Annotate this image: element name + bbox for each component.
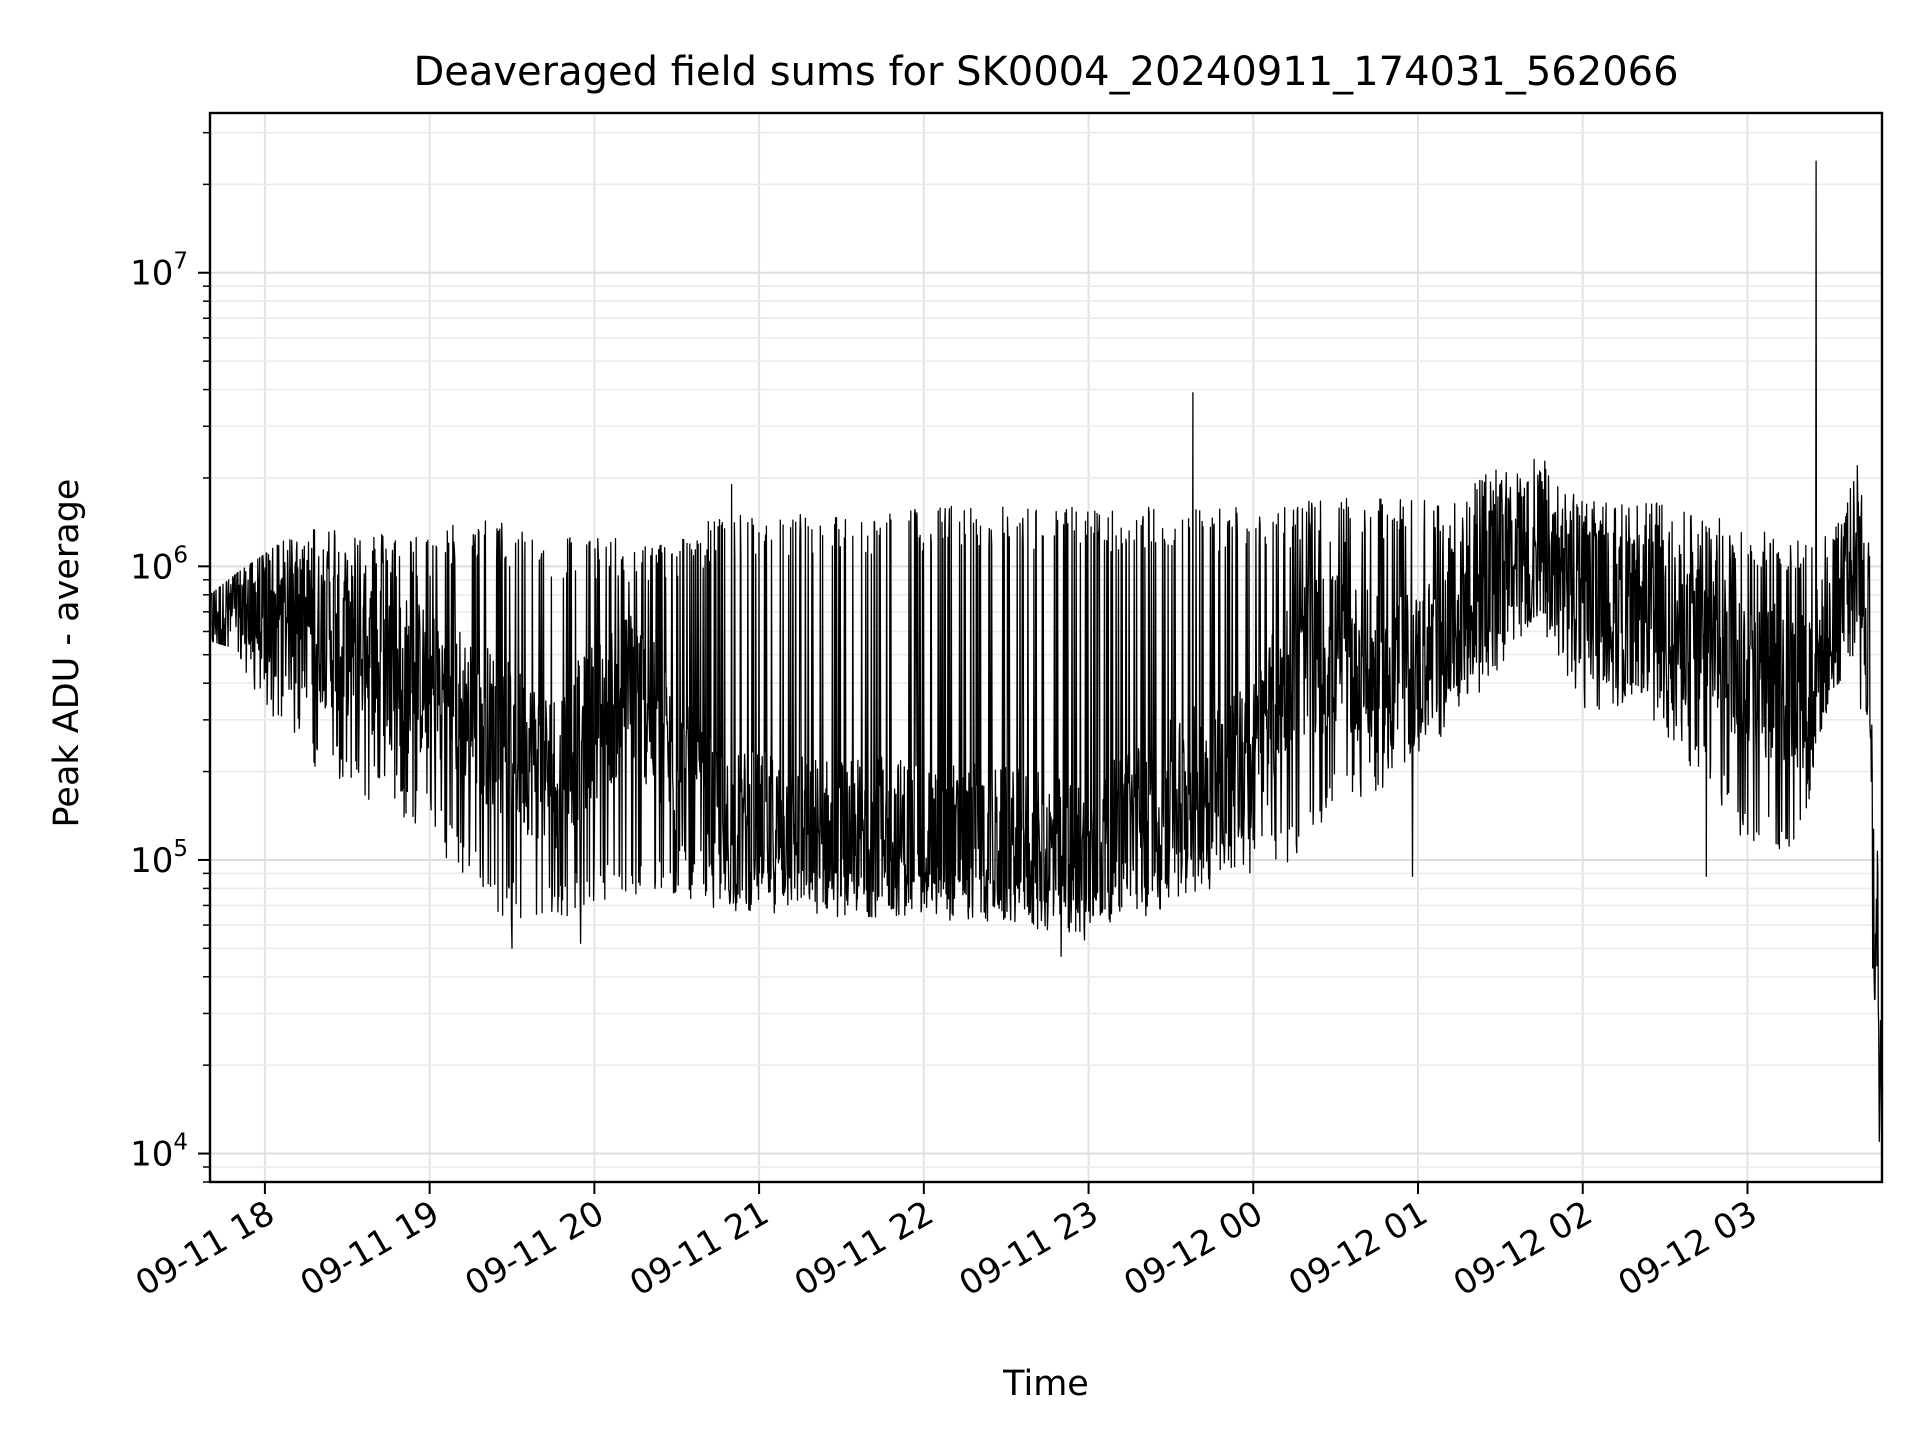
x-tick-label: 09-12 03	[1612, 1193, 1764, 1304]
chart-title: Deaveraged field sums for SK0004_2024091…	[413, 49, 1678, 95]
y-tick-label: 104	[130, 1130, 188, 1175]
x-tick-label: 09-11 19	[294, 1193, 446, 1304]
x-tick-label: 09-12 02	[1447, 1193, 1599, 1304]
x-tick-label: 09-11 23	[953, 1193, 1105, 1304]
data-layer	[210, 160, 1882, 1143]
y-tick-label: 106	[130, 542, 188, 587]
x-tick-label: 09-12 00	[1117, 1193, 1269, 1304]
x-tick-label: 09-11 21	[623, 1193, 775, 1304]
x-tick-label: 09-12 01	[1282, 1193, 1434, 1304]
x-tick-label: 09-11 20	[458, 1193, 610, 1304]
y-tick-label: 105	[130, 836, 188, 881]
x-tick-label: 09-11 22	[788, 1193, 940, 1304]
plot-frame	[208, 111, 1884, 1184]
x-axis-label: Time	[1002, 1364, 1089, 1404]
y-tick-label: 107	[130, 249, 188, 294]
x-tick-label: 09-11 18	[129, 1193, 281, 1304]
series-line	[210, 160, 1882, 1143]
grid-layer	[210, 113, 1882, 1183]
y-axis-label: Peak ADU - average	[47, 479, 87, 828]
